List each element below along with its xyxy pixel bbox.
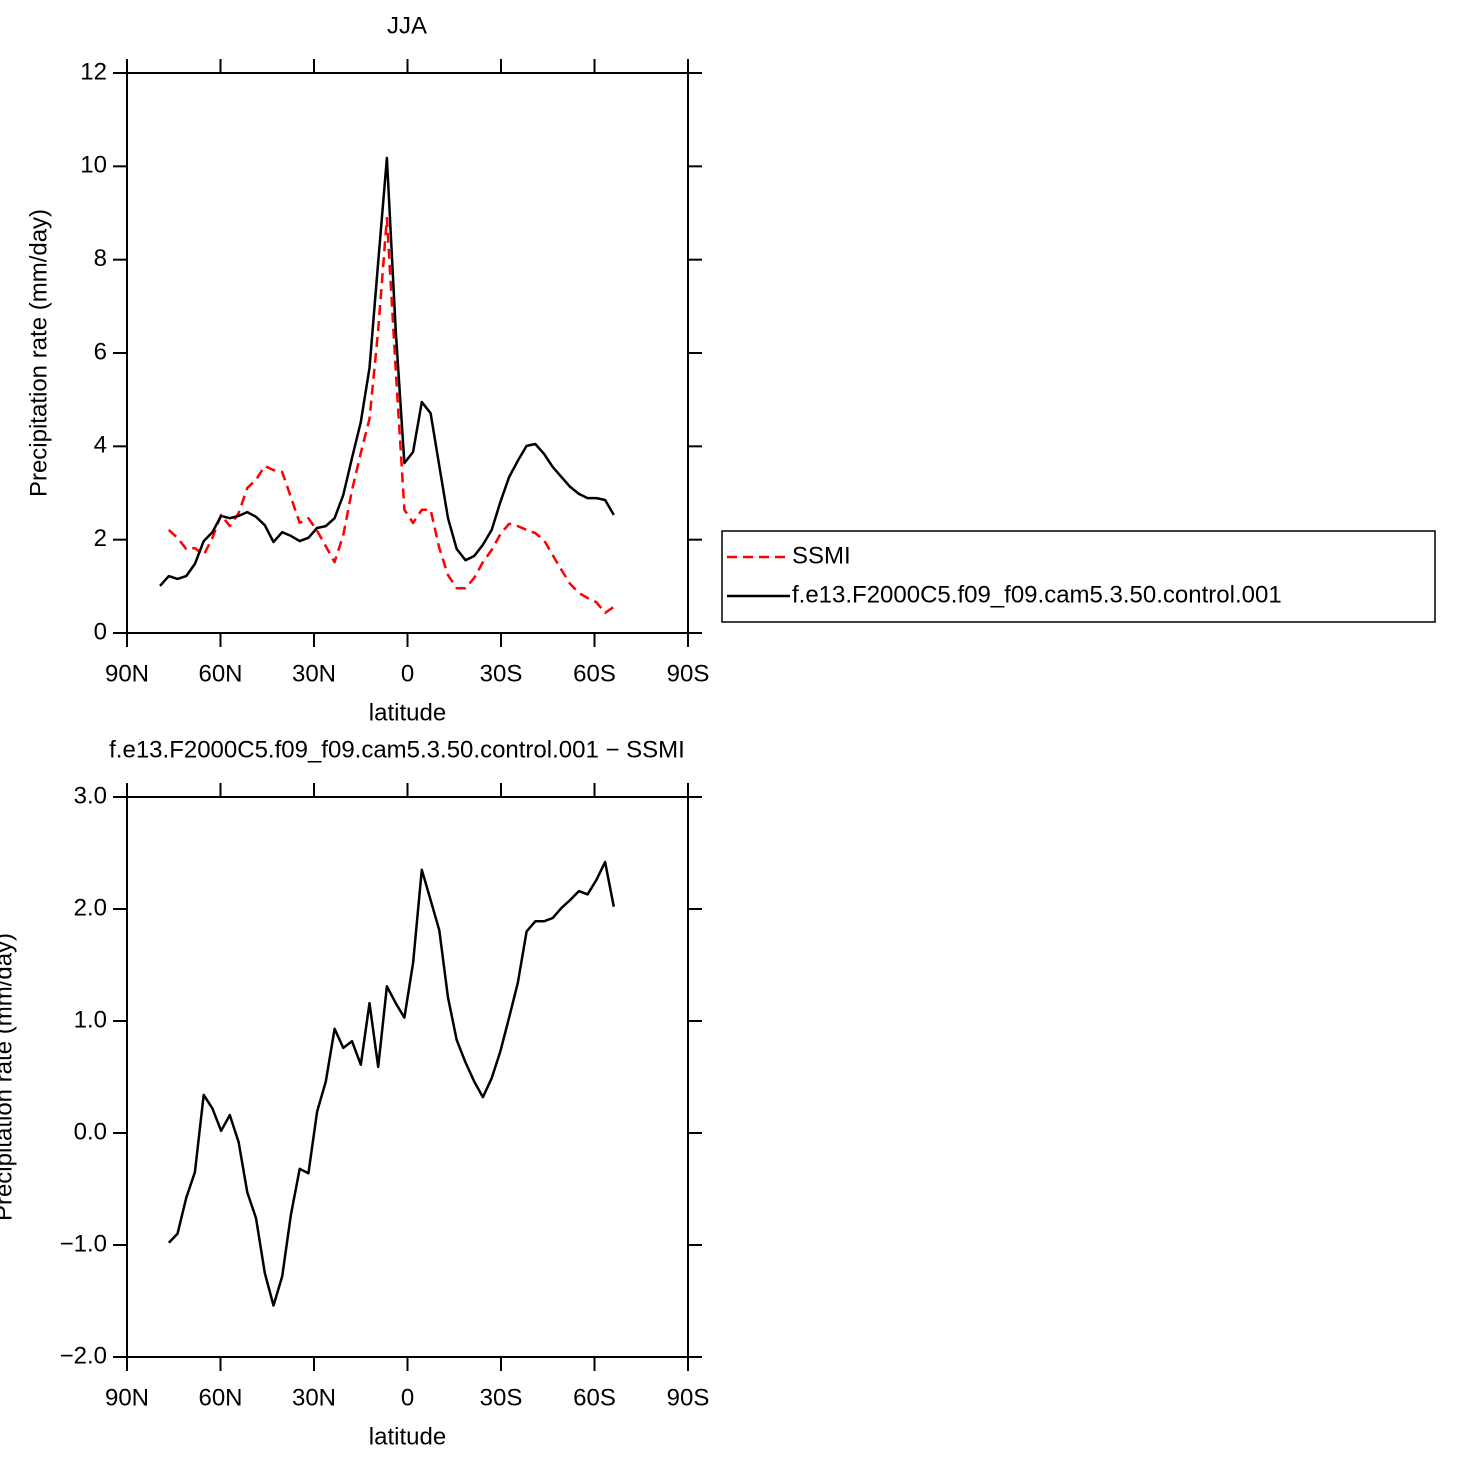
y-tick-label: 0.0: [74, 1118, 107, 1145]
x-tick-label: 90N: [105, 660, 149, 687]
y-axis-label: Precipitation rate (mm/day): [0, 933, 17, 1221]
y-tick-label: 2: [94, 525, 107, 552]
legend-box: [721, 530, 1436, 623]
y-tick-label: 12: [80, 58, 107, 85]
x-tick-label: 30N: [292, 1384, 336, 1411]
chart-title: JJA: [387, 12, 427, 39]
data-line: [167, 860, 616, 1307]
y-tick-label: 3.0: [74, 782, 107, 809]
plot-frame: [126, 796, 689, 1358]
x-tick-label: 0: [401, 660, 414, 687]
y-tick-label: 4: [94, 432, 107, 459]
legend-label: f.e13.F2000C5.f09_f09.cam5.3.50.control.…: [792, 581, 1282, 608]
data-line: [167, 216, 615, 615]
legend-label: SSMI: [792, 542, 851, 569]
x-axis-label: latitude: [369, 699, 446, 726]
y-tick-label: −2.0: [60, 1342, 107, 1369]
data-line: [159, 156, 615, 587]
x-tick-label: 60S: [573, 1384, 616, 1411]
y-tick-label: −1.0: [60, 1230, 107, 1257]
y-tick-label: 10: [80, 152, 107, 179]
x-tick-label: 30N: [292, 660, 336, 687]
x-tick-label: 90N: [105, 1384, 149, 1411]
y-tick-label: 2.0: [74, 894, 107, 921]
x-tick-label: 60S: [573, 660, 616, 687]
x-tick-label: 90S: [667, 660, 710, 687]
x-tick-label: 60N: [198, 1384, 242, 1411]
x-tick-label: 0: [401, 1384, 414, 1411]
y-axis-label: Precipitation rate (mm/day): [25, 209, 52, 497]
y-tick-label: 8: [94, 245, 107, 272]
chart-title: f.e13.F2000C5.f09_f09.cam5.3.50.control.…: [109, 736, 685, 763]
x-axis-label: latitude: [369, 1423, 446, 1450]
y-tick-label: 1.0: [74, 1006, 107, 1033]
x-tick-label: 30S: [480, 1384, 523, 1411]
x-tick-label: 60N: [198, 660, 242, 687]
y-tick-label: 6: [94, 338, 107, 365]
plot-frame: [126, 72, 689, 634]
x-tick-label: 30S: [480, 660, 523, 687]
x-tick-label: 90S: [667, 1384, 710, 1411]
y-tick-label: 0: [94, 618, 107, 645]
